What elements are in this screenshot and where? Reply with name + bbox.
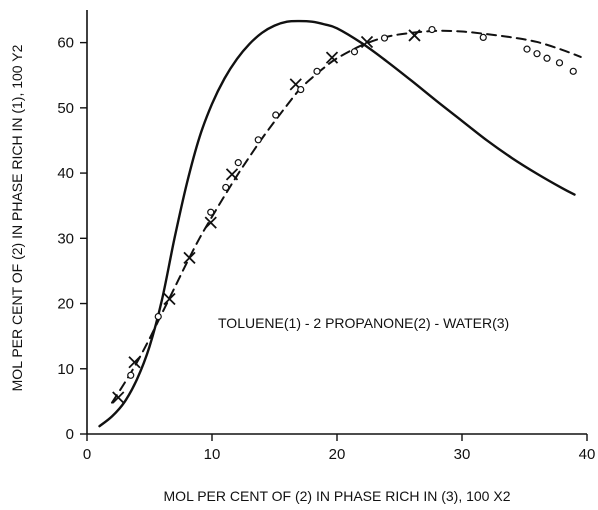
- x-tick-label: 40: [579, 446, 596, 463]
- data-point-circle: [254, 136, 262, 144]
- data-point-cross: [183, 251, 196, 265]
- cross-stroke: [360, 35, 374, 49]
- data-point-circle: [127, 371, 135, 379]
- cross-stroke: [325, 51, 339, 64]
- data-point-circle: [234, 159, 242, 167]
- cross-stroke: [408, 29, 421, 42]
- cross-stroke: [163, 292, 176, 306]
- series-solid-line: [98, 19, 576, 428]
- y-tick-label: 50: [57, 100, 74, 117]
- x-tick-label: 0: [83, 446, 91, 463]
- data-point-circle: [154, 312, 162, 321]
- cross-stroke: [204, 216, 217, 229]
- axes-layer: [86, 10, 587, 435]
- x-tick-label: 10: [204, 446, 221, 463]
- markers-layer: [112, 25, 577, 404]
- y-tick-label: 60: [57, 35, 74, 52]
- data-point-cross: [325, 51, 339, 64]
- data-point-circle: [207, 208, 215, 216]
- data-point-cross: [225, 168, 239, 181]
- cross-stroke: [225, 168, 239, 181]
- data-point-circle: [350, 48, 359, 56]
- y-tick-label: 30: [57, 230, 74, 247]
- y-tick-label: 20: [57, 296, 74, 313]
- data-point-circle: [569, 67, 577, 75]
- data-point-cross: [204, 216, 217, 229]
- x-tick-label: 20: [329, 446, 346, 463]
- data-point-circle: [543, 54, 551, 62]
- data-point-circle: [533, 50, 541, 58]
- data-point-circle: [313, 67, 321, 75]
- data-point-cross: [163, 292, 176, 306]
- data-point-cross: [408, 29, 421, 42]
- series-layer: [98, 19, 582, 428]
- cross-stroke: [289, 78, 302, 91]
- data-point-cross: [360, 35, 374, 49]
- cross-stroke: [128, 356, 141, 369]
- data-point-cross: [128, 356, 141, 369]
- y-tick-label: 10: [57, 361, 74, 378]
- data-point-circle: [428, 25, 436, 34]
- data-point-circle: [297, 85, 305, 94]
- data-point-circle: [380, 34, 389, 42]
- data-point-circle: [523, 45, 531, 53]
- data-point-circle: [555, 59, 564, 67]
- y-tick-label: 0: [66, 426, 74, 443]
- x-axis-title: MOL PER CENT OF (2) IN PHASE RICH IN (3)…: [164, 488, 511, 504]
- data-point-cross: [112, 391, 125, 404]
- data-point-circle: [272, 111, 280, 119]
- y-axis-title: MOL PER CENT OF (2) IN PHASE RICH IN (1)…: [9, 44, 25, 391]
- chart-annotation: TOLUENE(1) - 2 PROPANONE(2) - WATER(3): [218, 315, 509, 331]
- cross-stroke: [112, 391, 125, 404]
- ticks-layer: 0 10 20 30 40 0 10 20 30 40 50 60: [57, 35, 595, 463]
- series-dashed-line: [111, 29, 582, 404]
- data-point-circle: [222, 183, 230, 192]
- x-tick-label: 30: [454, 446, 471, 463]
- data-point-circle: [479, 33, 487, 41]
- y-tick-label: 40: [57, 165, 74, 182]
- cross-stroke: [183, 251, 196, 265]
